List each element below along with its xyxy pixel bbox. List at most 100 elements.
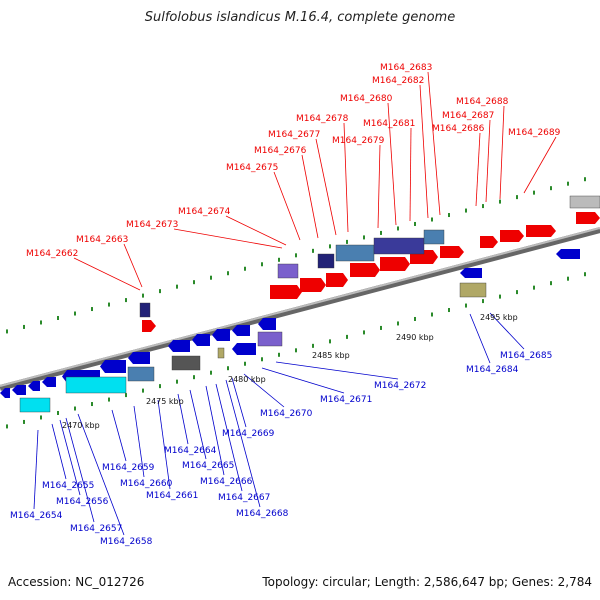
forward-gene-arrow[interactable] xyxy=(326,273,348,287)
reverse-gene-label[interactable]: M164_2667 xyxy=(218,493,270,503)
forward-gene-label[interactable]: M164_2673 xyxy=(126,220,178,230)
forward-gene-arrow[interactable] xyxy=(576,212,600,224)
reverse-gene-arrow[interactable] xyxy=(0,388,10,398)
reverse-gene-label[interactable]: M164_2671 xyxy=(320,395,372,405)
guide-dot xyxy=(465,303,467,308)
forward-gene-arrow[interactable] xyxy=(480,236,498,248)
forward-leader-line xyxy=(123,243,143,288)
reverse-gene-label[interactable]: M164_2656 xyxy=(56,497,109,507)
guide-dot xyxy=(6,424,8,429)
reverse-gene-label[interactable]: M164_2666 xyxy=(200,477,253,487)
forward-gene-arrow[interactable] xyxy=(500,230,524,242)
reverse-gene-label[interactable]: M164_2655 xyxy=(42,481,94,491)
reverse-gene-arrow[interactable] xyxy=(212,329,230,341)
forward-gene-label[interactable]: M164_2688 xyxy=(456,97,509,107)
forward-gene-label[interactable]: M164_2682 xyxy=(372,76,424,86)
forward-gene-label[interactable]: M164_2681 xyxy=(363,119,415,129)
reverse-gene-arrow[interactable] xyxy=(556,249,580,259)
forward-gene-label[interactable]: M164_2675 xyxy=(226,163,278,173)
forward-leader-line xyxy=(523,136,557,194)
reverse-gene-label[interactable]: M164_2684 xyxy=(466,365,519,375)
reverse-gene-label[interactable]: M164_2660 xyxy=(120,479,173,489)
gene-block[interactable] xyxy=(65,376,127,394)
gene-block[interactable] xyxy=(19,397,51,413)
forward-gene-arrow[interactable] xyxy=(380,257,410,271)
forward-leader-line xyxy=(343,122,349,233)
reverse-gene-label[interactable]: M164_2670 xyxy=(260,409,313,419)
reverse-gene-arrow[interactable] xyxy=(232,343,256,355)
forward-gene-label[interactable]: M164_2677 xyxy=(268,130,320,140)
reverse-gene-label[interactable]: M164_2665 xyxy=(182,461,234,471)
gene-block[interactable] xyxy=(459,282,487,298)
gene-block[interactable] xyxy=(373,237,425,255)
guide-dot xyxy=(584,177,586,182)
guide-dot xyxy=(74,406,76,411)
guide-dot xyxy=(57,410,59,415)
reverse-gene-label[interactable]: M164_2672 xyxy=(374,381,426,391)
gene-block[interactable] xyxy=(171,355,201,371)
reverse-leader-line xyxy=(177,393,189,445)
forward-gene-label[interactable]: M164_2678 xyxy=(296,114,349,124)
reverse-gene-label[interactable]: M164_2658 xyxy=(100,537,153,547)
guide-dot xyxy=(329,244,331,249)
guide-dot xyxy=(431,312,433,317)
gene-block[interactable] xyxy=(277,263,299,279)
reverse-gene-arrow[interactable] xyxy=(42,377,56,387)
reverse-leader-line xyxy=(231,377,247,428)
forward-gene-label[interactable]: M164_2689 xyxy=(508,128,561,138)
position-tick-label: 2495 kbp xyxy=(480,313,518,322)
forward-gene-label[interactable]: M164_2683 xyxy=(380,63,432,73)
reverse-gene-label[interactable]: M164_2654 xyxy=(10,511,63,521)
forward-gene-label[interactable]: M164_2680 xyxy=(340,94,393,104)
reverse-gene-arrow[interactable] xyxy=(128,352,150,364)
forward-gene-label[interactable]: M164_2662 xyxy=(26,249,78,259)
reverse-gene-arrow[interactable] xyxy=(258,318,276,330)
reverse-gene-label[interactable]: M164_2659 xyxy=(102,463,155,473)
guide-dot xyxy=(244,266,246,271)
reverse-gene-arrow[interactable] xyxy=(12,385,26,395)
forward-gene-label[interactable]: M164_2676 xyxy=(254,146,307,156)
reverse-gene-label[interactable]: M164_2661 xyxy=(146,491,198,501)
forward-gene-arrow[interactable] xyxy=(440,246,464,258)
gene-block[interactable] xyxy=(317,253,335,269)
forward-gene-arrow[interactable] xyxy=(142,320,156,332)
reverse-leader-line xyxy=(111,409,127,462)
reverse-leader-line xyxy=(469,313,491,364)
reverse-gene-arrow[interactable] xyxy=(100,360,126,373)
reverse-gene-arrow[interactable] xyxy=(168,340,190,352)
forward-gene-arrow[interactable] xyxy=(270,285,302,299)
gene-block[interactable] xyxy=(569,195,600,209)
reverse-gene-label[interactable]: M164_2664 xyxy=(164,446,217,456)
reverse-gene-label[interactable]: M164_2668 xyxy=(236,509,289,519)
guide-dot xyxy=(363,235,365,240)
guide-dot xyxy=(142,388,144,393)
forward-leader-line xyxy=(315,138,337,236)
gene-block[interactable] xyxy=(139,302,151,318)
gene-block[interactable] xyxy=(335,244,375,262)
reverse-gene-label[interactable]: M164_2657 xyxy=(70,524,122,534)
forward-gene-label[interactable]: M164_2674 xyxy=(178,207,231,217)
guide-dot xyxy=(210,275,212,280)
forward-leader-line xyxy=(499,105,505,200)
gene-block[interactable] xyxy=(423,229,445,245)
forward-gene-arrow[interactable] xyxy=(300,278,326,292)
forward-gene-label[interactable]: M164_2686 xyxy=(432,124,485,134)
guide-dot xyxy=(40,320,42,325)
reverse-gene-arrow[interactable] xyxy=(232,325,250,336)
reverse-gene-arrow[interactable] xyxy=(460,268,482,278)
reverse-gene-arrow[interactable] xyxy=(28,381,40,391)
forward-gene-label[interactable]: M164_2663 xyxy=(76,235,128,245)
guide-dot xyxy=(193,280,195,285)
reverse-gene-arrow[interactable] xyxy=(192,334,210,346)
forward-gene-arrow[interactable] xyxy=(350,263,380,277)
forward-gene-label[interactable]: M164_2687 xyxy=(442,111,494,121)
reverse-gene-label[interactable]: M164_2669 xyxy=(222,429,275,439)
forward-leader-line xyxy=(475,132,481,207)
gene-block[interactable] xyxy=(217,347,225,359)
forward-gene-label[interactable]: M164_2679 xyxy=(332,136,385,146)
gene-block[interactable] xyxy=(127,366,155,382)
gene-block[interactable] xyxy=(257,331,283,347)
guide-dot xyxy=(91,307,93,312)
forward-gene-arrow[interactable] xyxy=(526,225,556,237)
reverse-gene-label[interactable]: M164_2685 xyxy=(500,351,552,361)
